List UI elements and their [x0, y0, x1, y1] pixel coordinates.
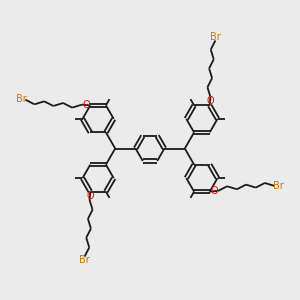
- Text: O: O: [210, 186, 218, 196]
- Text: Br: Br: [210, 32, 221, 42]
- Text: Br: Br: [16, 94, 27, 104]
- Text: Br: Br: [79, 255, 90, 266]
- Text: Br: Br: [273, 181, 284, 190]
- Text: O: O: [86, 191, 94, 201]
- Text: O: O: [206, 96, 214, 106]
- Text: O: O: [82, 100, 90, 110]
